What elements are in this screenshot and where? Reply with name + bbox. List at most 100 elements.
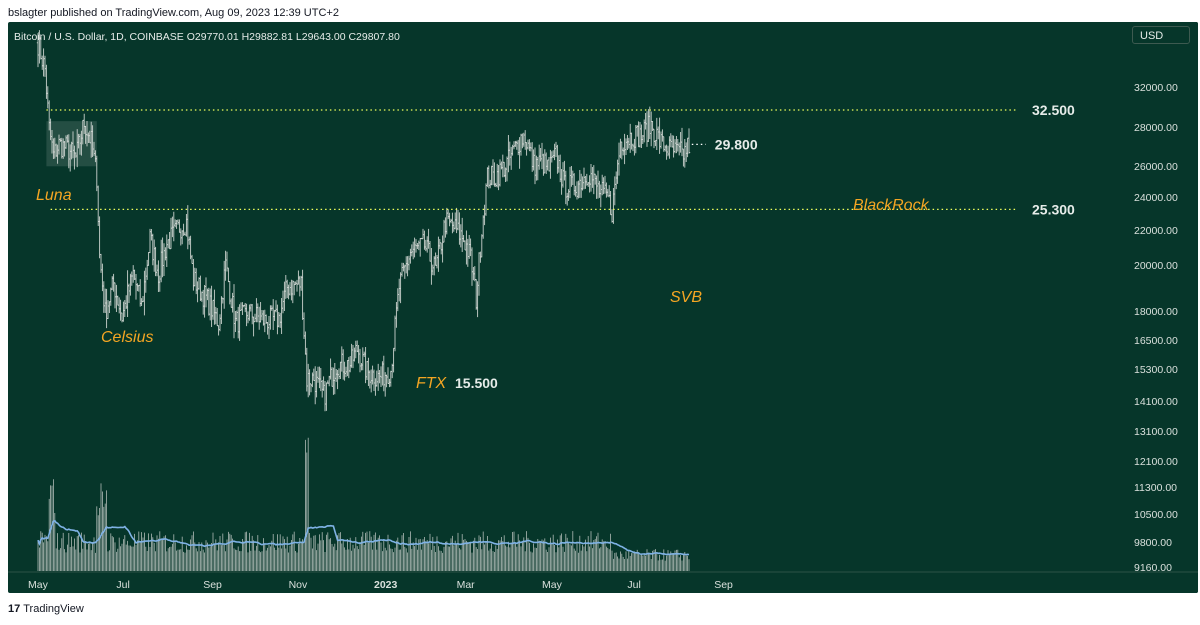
- x-tick-label: Nov: [289, 579, 308, 591]
- ohlc-bar: [113, 282, 117, 309]
- tradingview-logo-mark: 17: [8, 603, 21, 615]
- ohlc-bar: [440, 242, 443, 255]
- y-tick-label: 9800.00: [1134, 537, 1172, 549]
- ohlc-bar: [46, 86, 49, 109]
- ohlc-bar: [193, 267, 196, 287]
- ohlc-bar: [272, 299, 275, 330]
- ohlc-bar: [503, 161, 506, 178]
- ohlc-bar: [577, 180, 580, 199]
- ohlc-bar: [216, 308, 219, 327]
- ohlc-bar: [564, 170, 567, 205]
- ohlc-bar: [314, 366, 317, 405]
- ohlc-bar: [655, 117, 658, 151]
- ohlc-bar: [454, 212, 457, 230]
- ohlc-bar: [659, 131, 663, 149]
- ohlc-bar: [146, 259, 149, 280]
- tradingview-logo[interactable]: 17 TradingView: [8, 603, 84, 615]
- ohlc-bar: [143, 270, 146, 316]
- ohlc-bar: [255, 298, 258, 323]
- ohlc-bar: [321, 380, 324, 398]
- price-chart[interactable]: 32.500 25.300 29.800 Luna Celsius FTX SVB Black…: [8, 22, 1198, 593]
- ohlc-bar: [98, 216, 101, 259]
- ohlc-bar: [640, 124, 643, 148]
- ohlc-bar: [514, 140, 517, 147]
- ohlc-bar: [106, 300, 110, 319]
- ohlc-bar: [638, 121, 642, 148]
- ohlc-bar: [262, 310, 265, 326]
- ohlc-bar: [497, 164, 500, 191]
- ohlc-bar: [482, 215, 485, 239]
- ohlc-bar: [473, 266, 476, 282]
- ohlc-bar: [519, 133, 523, 156]
- ohlc-bar: [328, 375, 331, 387]
- ohlc-bar: [361, 347, 364, 371]
- x-tick-label: Sep: [203, 579, 222, 591]
- ohlc-bar: [584, 176, 587, 189]
- ohlc-bar: [445, 207, 448, 235]
- symbol-legend[interactable]: Bitcoin / U.S. Dollar, 1D, COINBASE O297…: [14, 31, 400, 43]
- ohlc-bar: [627, 137, 630, 149]
- ohlc-bar: [302, 312, 306, 339]
- ohlc-bar: [389, 370, 392, 387]
- ohlc-bar: [162, 243, 166, 276]
- ohlc-bar: [424, 239, 427, 252]
- ohlc-bar: [322, 376, 325, 391]
- ohlc-bar: [286, 279, 289, 298]
- ohlc-bar: [318, 366, 321, 389]
- ohlc-bar: [609, 191, 612, 216]
- ohlc-bar: [209, 288, 212, 321]
- annotation-svb: SVB: [670, 289, 702, 306]
- ohlc-bar: [118, 297, 121, 314]
- ohlc-bar: [434, 252, 437, 266]
- ohlc-bar: [515, 140, 518, 150]
- ohlc-bar: [490, 165, 493, 186]
- ohlc-bar: [176, 219, 180, 225]
- ohlc-bar: [634, 125, 637, 154]
- x-tick-label: May: [28, 579, 49, 591]
- ohlc-bar: [622, 147, 625, 156]
- ohlc-bar: [351, 345, 355, 369]
- ohlc-bar: [542, 153, 545, 176]
- ohlc-bar: [629, 123, 632, 153]
- ohlc-bar: [505, 156, 509, 182]
- currency-button[interactable]: USD: [1132, 26, 1190, 44]
- ohlc-bar: [566, 192, 569, 206]
- ohlc-bar: [388, 378, 391, 388]
- ohlc-bar: [127, 283, 131, 303]
- ohlc-bar: [360, 363, 363, 371]
- ohlc-bar: [644, 113, 647, 130]
- ohlc-bar: [178, 219, 181, 233]
- x-tick-label: 2023: [374, 579, 398, 591]
- ohlc-bar: [568, 166, 572, 199]
- price-axis[interactable]: [1128, 22, 1198, 593]
- ohlc-bar: [346, 360, 349, 377]
- ohlc-bar: [683, 138, 686, 168]
- ohlc-bar: [308, 369, 311, 396]
- ohlc-bar: [234, 311, 237, 332]
- ohlc-bar: [616, 159, 619, 184]
- ohlc-bar: [461, 217, 464, 252]
- ohlc-bar: [102, 281, 105, 313]
- ohlc-bar: [581, 176, 584, 191]
- ohlc-bar: [266, 322, 269, 335]
- chart-area[interactable]: 32.500 25.300 29.800 Luna Celsius FTX SVB Black…: [8, 22, 1198, 593]
- ohlc-bar: [372, 369, 376, 391]
- ohlc-bar: [227, 267, 230, 283]
- ohlc-bar: [377, 363, 380, 391]
- ohlc-bar: [122, 301, 125, 322]
- ohlc-bar: [325, 382, 328, 411]
- ohlc-bar: [671, 135, 674, 148]
- ohlc-bar: [287, 284, 290, 300]
- ohlc-bar: [179, 228, 182, 246]
- ohlc-bar: [256, 303, 259, 323]
- y-tick-label: 32000.00: [1134, 82, 1178, 94]
- ohlc-bar: [259, 301, 262, 323]
- ohlc-bar: [451, 212, 454, 234]
- ohlc-bar: [409, 248, 412, 264]
- ohlc-bar: [406, 256, 409, 277]
- annotation-celsius: Celsius: [101, 329, 153, 346]
- ohlc-bar: [157, 260, 160, 292]
- ohlc-bar: [598, 180, 601, 198]
- ohlc-bar: [469, 238, 472, 257]
- ohlc-bar: [172, 211, 175, 242]
